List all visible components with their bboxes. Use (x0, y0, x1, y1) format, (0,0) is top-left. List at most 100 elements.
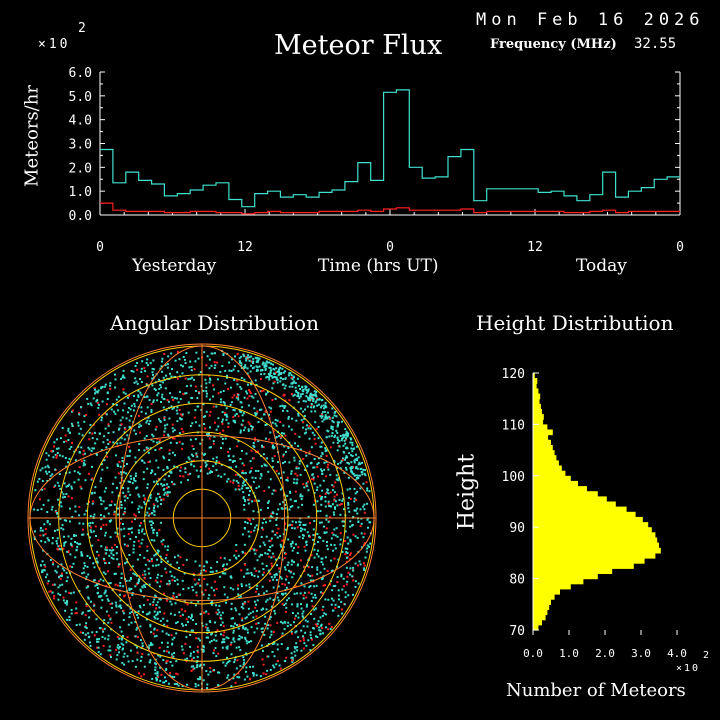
angular-point (130, 610, 133, 613)
angular-point (187, 620, 189, 623)
angular-point (166, 399, 169, 402)
angular-point (225, 646, 228, 649)
angular-point (69, 520, 71, 523)
angular-point (159, 580, 162, 583)
angular-point (302, 635, 304, 638)
angular-point (208, 641, 211, 644)
angular-point (45, 576, 47, 579)
angular-point (263, 592, 266, 595)
angular-point (129, 481, 132, 483)
angular-point (232, 625, 235, 628)
angular-point (237, 627, 240, 630)
angular-point (305, 543, 308, 546)
angular-point (265, 521, 267, 524)
angular-point (197, 651, 199, 654)
angular-point (83, 415, 86, 418)
angular-point (199, 613, 202, 616)
angular-point (344, 442, 347, 445)
angular-point (245, 478, 248, 481)
angular-point (192, 619, 194, 621)
angular-point (233, 460, 236, 462)
angular-point (194, 438, 197, 441)
angular-point (249, 470, 252, 473)
angular-point (260, 474, 263, 477)
angular-point (169, 372, 171, 375)
angular-point (91, 491, 94, 494)
angular-point (143, 501, 146, 504)
angular-point (123, 543, 126, 546)
angular-point (99, 480, 102, 483)
angular-point (256, 369, 259, 372)
angular-point (281, 603, 284, 606)
angular-point (159, 598, 162, 601)
angular-point (257, 470, 260, 472)
angular-point (325, 527, 328, 530)
angular-point (246, 397, 249, 400)
angular-point (46, 480, 49, 482)
angular-point (302, 637, 305, 640)
angular-point (297, 401, 300, 404)
angular-point (264, 368, 267, 371)
angular-point (106, 466, 109, 469)
angular-point (57, 592, 60, 595)
angular-point (335, 478, 338, 481)
angular-point (252, 610, 255, 613)
angular-point (331, 416, 334, 419)
angular-point (263, 571, 266, 574)
angular-point (120, 503, 123, 506)
angular-point (68, 592, 71, 594)
angular-point (205, 463, 208, 466)
angular-point (165, 660, 168, 663)
angular-point (122, 585, 125, 588)
angular-point (266, 627, 269, 630)
angular-point (275, 524, 278, 527)
angular-point (188, 366, 191, 369)
angular-point (179, 398, 182, 401)
angular-point (64, 590, 67, 593)
angular-point (243, 396, 246, 399)
angular-point (352, 533, 355, 536)
angular-point (368, 490, 371, 493)
angular-point (126, 636, 129, 639)
angular-point (218, 604, 221, 607)
angular-point (136, 382, 139, 385)
angular-point (106, 398, 109, 401)
angular-point (80, 460, 83, 463)
angular-point (46, 520, 49, 522)
angular-point (145, 435, 148, 437)
angular-point (338, 440, 341, 443)
angular-point (233, 419, 236, 422)
angular-point (356, 507, 359, 510)
angular-point (310, 592, 313, 595)
angular-point (97, 406, 100, 409)
angular-point (93, 604, 96, 607)
angular-point (300, 419, 303, 422)
angular-point (121, 376, 124, 379)
angular-point (298, 460, 301, 463)
angular-point (248, 395, 251, 398)
angular-point (242, 480, 245, 483)
angular-point (156, 678, 158, 681)
angular-point (218, 432, 221, 435)
angular-point (283, 566, 286, 569)
angular-point (232, 415, 235, 418)
angular-point (211, 601, 214, 604)
angular-point (70, 446, 73, 448)
angular-point (190, 669, 193, 672)
angular-point (346, 536, 349, 539)
angular-point (225, 418, 228, 421)
angular-point (197, 582, 200, 585)
angular-point (177, 566, 180, 569)
angular-point (206, 355, 209, 358)
angular-point (122, 609, 125, 612)
height-count-axis-label: Number of Meteors (506, 680, 686, 701)
angular-point (361, 470, 364, 473)
angular-point (314, 394, 317, 397)
angular-point (331, 426, 334, 429)
angular-point (264, 437, 267, 440)
angular-point (164, 424, 166, 427)
angular-point (187, 587, 190, 590)
angular-point (313, 438, 316, 441)
angular-point (116, 535, 119, 538)
angular-point (287, 538, 290, 541)
